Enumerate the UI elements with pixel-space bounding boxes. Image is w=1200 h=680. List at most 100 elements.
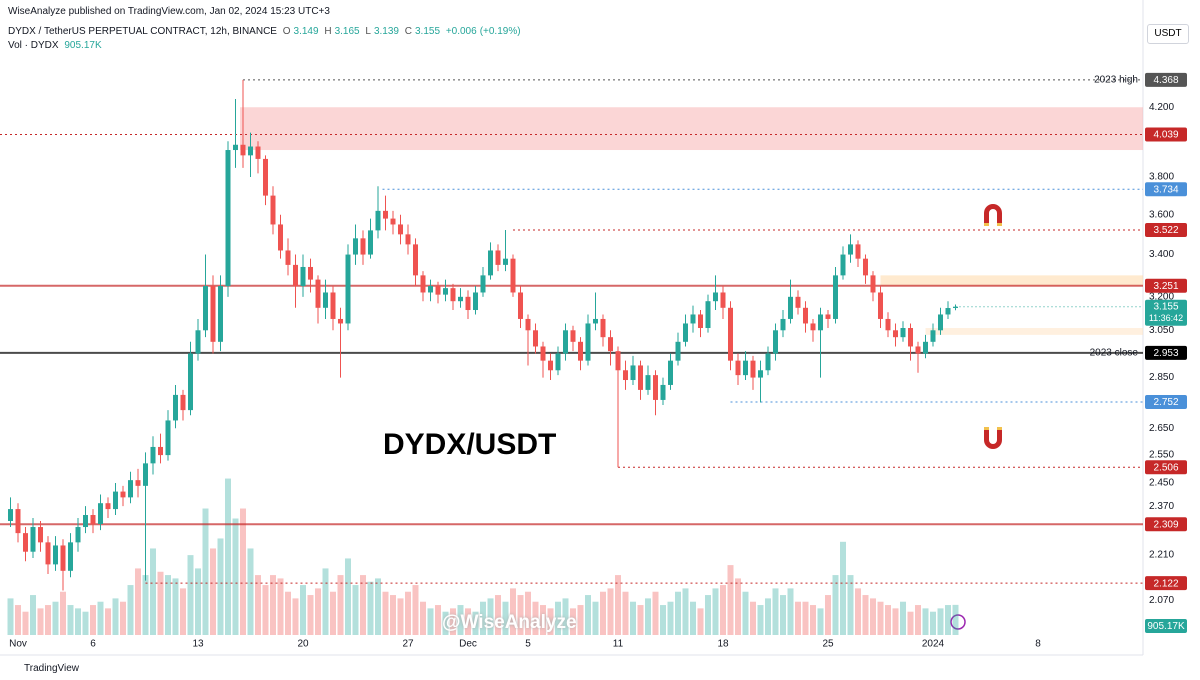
volume-bar bbox=[750, 601, 756, 635]
volume-bar bbox=[810, 605, 816, 635]
price-label-bg bbox=[1145, 72, 1187, 87]
candle-body bbox=[68, 542, 73, 571]
candle-body bbox=[885, 318, 891, 331]
volume-bar bbox=[697, 608, 704, 635]
price-label: 2.309 bbox=[1153, 519, 1178, 530]
candle-body bbox=[338, 318, 343, 324]
volume-bar bbox=[172, 578, 179, 635]
volume-bar bbox=[390, 595, 396, 635]
candle-body bbox=[563, 330, 568, 354]
x-tick-label: 6 bbox=[90, 639, 96, 650]
event-icon[interactable] bbox=[950, 614, 966, 630]
candle-body bbox=[113, 491, 118, 510]
candle-body bbox=[555, 353, 561, 371]
candle-body bbox=[570, 330, 576, 342]
candle-body bbox=[503, 258, 508, 265]
volume-bar bbox=[67, 605, 74, 635]
volume-bar bbox=[915, 605, 921, 635]
volume-bar bbox=[412, 585, 419, 635]
y-tick-label: 2.850 bbox=[1149, 372, 1174, 383]
candle-body bbox=[705, 301, 711, 329]
volume-label-bg bbox=[1145, 619, 1187, 633]
volume-bar bbox=[187, 555, 194, 635]
volume-bar bbox=[472, 611, 479, 635]
candle-body bbox=[810, 323, 816, 331]
volume-bar bbox=[540, 605, 546, 635]
volume-bar bbox=[7, 598, 14, 635]
volume-bar bbox=[660, 605, 666, 635]
volume-bar bbox=[817, 608, 824, 635]
volume-bar bbox=[637, 605, 644, 635]
currency-button[interactable]: USDT bbox=[1147, 24, 1189, 44]
volume-bar bbox=[450, 608, 456, 635]
volume-bar bbox=[577, 605, 584, 635]
candle-body bbox=[23, 533, 28, 552]
y-tick-label: 2.550 bbox=[1149, 450, 1174, 461]
price-label-bg bbox=[1145, 182, 1187, 197]
candle-body bbox=[240, 144, 246, 156]
volume-bar bbox=[645, 598, 651, 635]
candle-body bbox=[53, 545, 58, 565]
volume-bar bbox=[772, 588, 779, 635]
volume-bar bbox=[480, 601, 486, 635]
volume-bar bbox=[547, 608, 554, 635]
y-tick-label: 2.650 bbox=[1149, 423, 1174, 434]
publisher: WiseAnalyze published on TradingView.com… bbox=[8, 6, 330, 17]
volume-bar bbox=[945, 605, 951, 635]
volume-bar bbox=[787, 588, 794, 635]
volume-bar bbox=[30, 595, 36, 635]
volume-bar bbox=[457, 605, 464, 635]
candle-body bbox=[75, 527, 81, 543]
volume-bar bbox=[262, 585, 269, 635]
candle-body bbox=[795, 296, 801, 308]
price-label: 3.522 bbox=[1153, 225, 1178, 236]
level-note: 2023 high bbox=[1094, 75, 1138, 86]
candle-body bbox=[105, 503, 111, 510]
price-label-bg bbox=[1145, 460, 1187, 475]
candle-body bbox=[98, 503, 103, 525]
volume-bar bbox=[300, 585, 306, 635]
candle-body bbox=[638, 365, 643, 390]
volume-bar bbox=[495, 595, 501, 635]
volume-bar bbox=[712, 588, 719, 635]
candle-body bbox=[248, 146, 253, 156]
candle-body bbox=[443, 288, 448, 295]
volume-bar bbox=[585, 595, 591, 635]
volume-bar bbox=[330, 591, 336, 635]
volume-bar bbox=[600, 591, 606, 635]
candle-body bbox=[83, 515, 88, 528]
volume-bar bbox=[195, 568, 201, 635]
volume-bar bbox=[525, 591, 531, 635]
zone bbox=[240, 107, 1143, 151]
volume-bar bbox=[675, 591, 681, 635]
volume-bar bbox=[742, 591, 749, 635]
candle-body bbox=[870, 275, 876, 293]
volume-bar bbox=[690, 601, 696, 635]
candle-body bbox=[608, 337, 613, 352]
volume-bar bbox=[52, 601, 59, 635]
volume-bar bbox=[315, 588, 321, 635]
x-tick-label: 20 bbox=[297, 639, 309, 650]
candle-body bbox=[495, 250, 501, 265]
volume-bar bbox=[780, 595, 786, 635]
candle-body bbox=[750, 360, 756, 378]
volume-bar bbox=[907, 611, 914, 635]
y-tick-label: 3.800 bbox=[1149, 172, 1174, 183]
candle-body bbox=[398, 224, 403, 235]
candle-body bbox=[375, 210, 381, 231]
candle-body bbox=[270, 195, 276, 225]
candle-body bbox=[165, 420, 171, 456]
candle-body bbox=[758, 370, 763, 378]
volume-bar bbox=[97, 601, 104, 635]
candle-body bbox=[908, 328, 913, 347]
volume-bar bbox=[277, 578, 284, 635]
price-label: 3.734 bbox=[1153, 184, 1178, 195]
footer: TradingView bbox=[24, 663, 80, 674]
volume-bar bbox=[285, 591, 291, 635]
symbol: DYDX / TetherUS PERPETUAL CONTRACT, 12h,… bbox=[8, 26, 277, 37]
candle-body bbox=[945, 308, 951, 315]
volume-bar bbox=[570, 608, 576, 635]
candle-body bbox=[405, 234, 411, 245]
volume-bar bbox=[22, 611, 29, 635]
candle-body bbox=[225, 150, 231, 287]
